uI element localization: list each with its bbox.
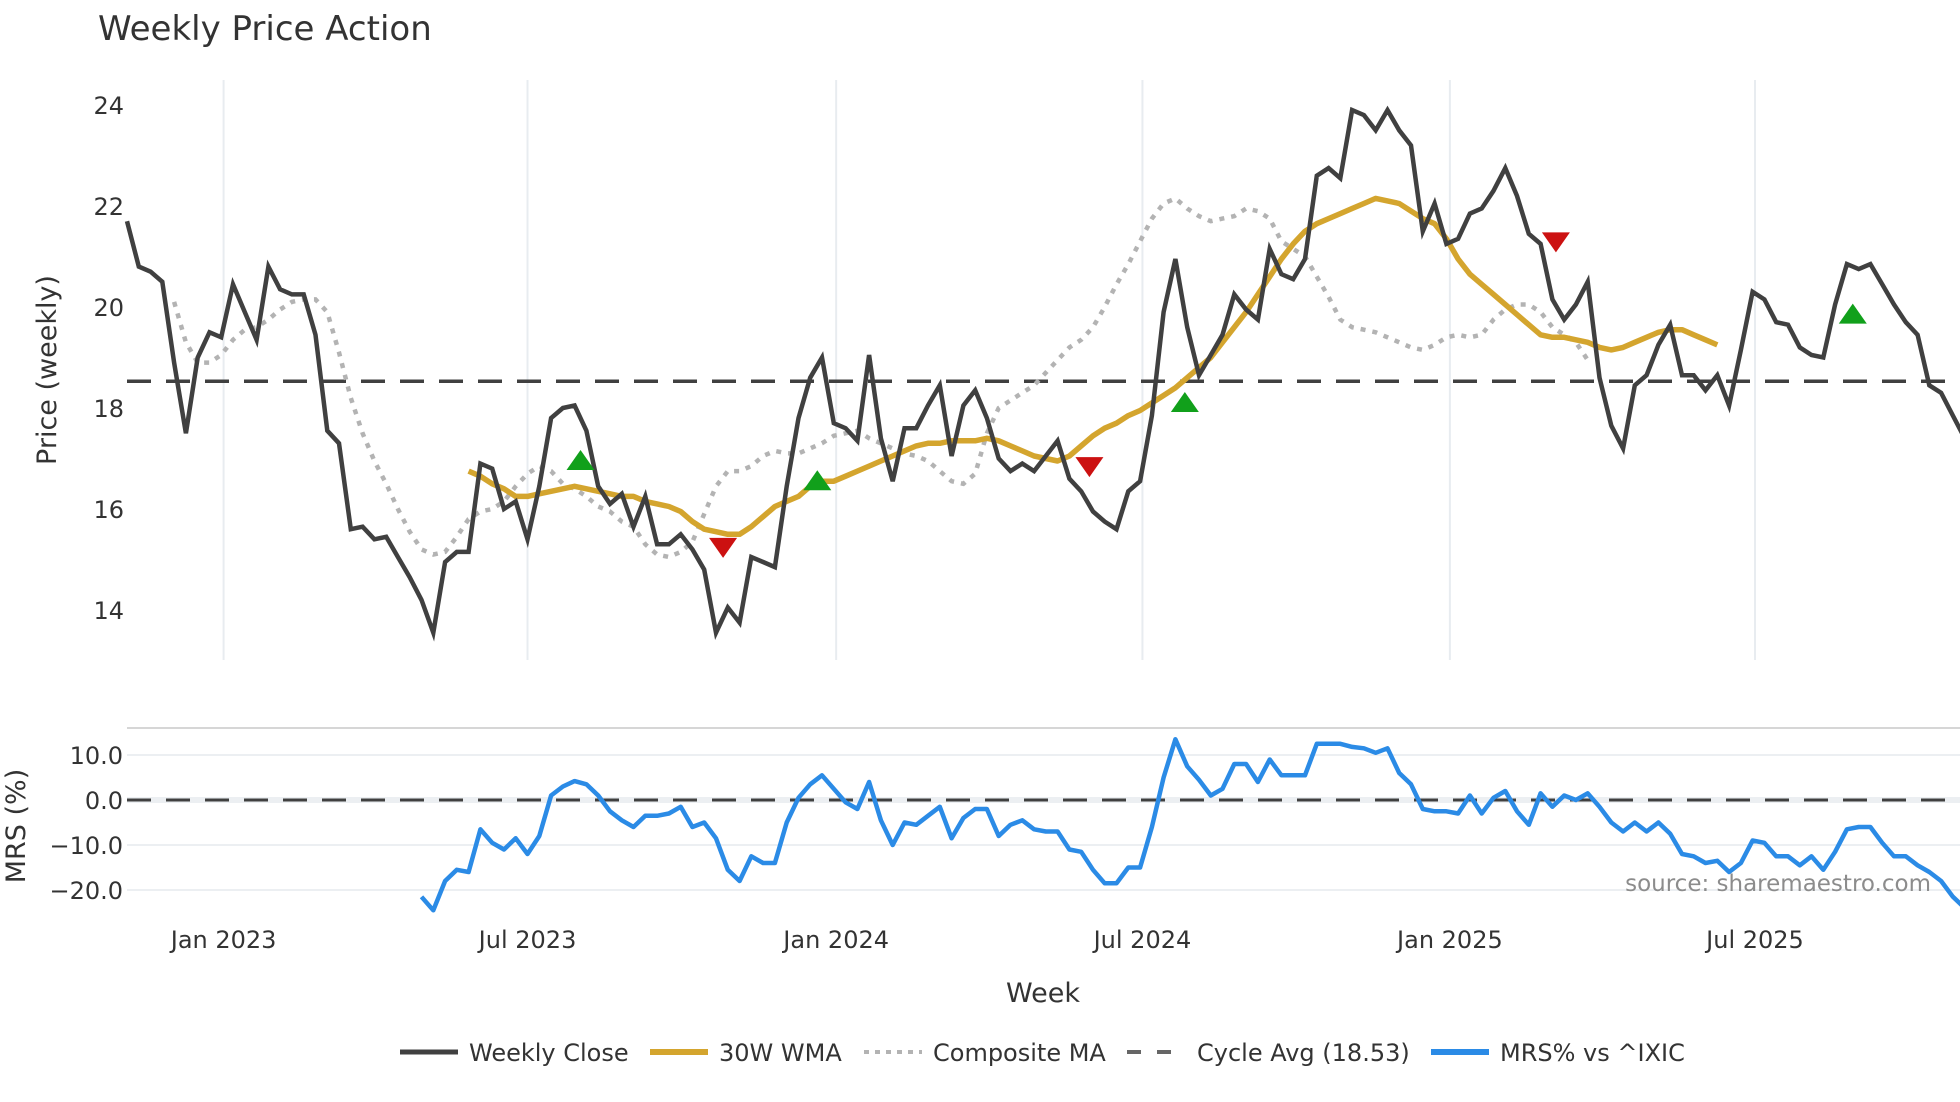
mrs-horizontal-gridlines: 10.0 0.0 −10.0 −20.0: [49, 742, 1960, 905]
x-tick-label: Jul 2024: [1092, 926, 1192, 954]
legend-item-30w-wma[interactable]: 30W WMA: [650, 1039, 842, 1067]
source-watermark: source: sharemaestro.com: [1625, 871, 1931, 897]
x-tick-label: Jul 2023: [477, 926, 577, 954]
x-tick-label: Jan 2023: [169, 926, 277, 954]
x-tick-label: Jan 2024: [781, 926, 889, 954]
buy-signal-icon: [1838, 303, 1867, 324]
wma-30w-line: [467, 195, 1719, 538]
legend: Weekly Close 30W WMA Composite MA Cycle …: [400, 1039, 1685, 1067]
legend-label: Weekly Close: [469, 1039, 629, 1067]
legend-label: MRS% vs ^IXIC: [1500, 1039, 1685, 1067]
x-tick-label: Jul 2025: [1704, 926, 1804, 954]
mrs-line: [419, 737, 1960, 913]
sell-signal-icon: [709, 537, 738, 558]
signal-markers: [566, 232, 1867, 558]
buy-signal-icon: [803, 470, 832, 491]
price-panel: 14 16 18 20 22 24 Price (weekly): [32, 80, 1960, 660]
price-y-ticks: 14 16 18 20 22 24: [93, 92, 124, 625]
x-axis-ticks: Jan 2023 Jul 2023 Jan 2024 Jul 2024 Jan 2025…: [169, 926, 1804, 954]
y-tick-label: 22: [93, 193, 124, 221]
y-tick-label: 0.0: [85, 787, 123, 815]
y-tick-label: 10.0: [70, 742, 123, 770]
legend-item-mrs[interactable]: MRS% vs ^IXIC: [1431, 1039, 1685, 1067]
buy-signal-icon: [566, 450, 595, 471]
y-tick-label: −10.0: [49, 832, 123, 860]
legend-label: 30W WMA: [719, 1039, 842, 1067]
mrs-panel: 10.0 0.0 −10.0 −20.0 MRS (%) source: sharem…: [1, 727, 1960, 913]
legend-item-composite-ma[interactable]: Composite MA: [864, 1039, 1106, 1067]
legend-label: Composite MA: [933, 1039, 1106, 1067]
y-tick-label: 14: [93, 597, 124, 625]
composite-ma-line: [171, 195, 1590, 560]
sell-signal-icon: [1541, 232, 1570, 253]
x-tick-label: Jan 2025: [1395, 926, 1503, 954]
y-tick-label: −20.0: [49, 877, 123, 905]
price-vertical-gridlines: [222, 80, 1756, 660]
mrs-y-axis-title: MRS (%): [1, 769, 32, 884]
weekly-close-line: [124, 105, 1960, 642]
legend-label: Cycle Avg (18.53): [1197, 1039, 1410, 1067]
sell-signal-icon: [1075, 457, 1104, 478]
price-y-axis-title: Price (weekly): [32, 275, 63, 465]
legend-item-cycle-avg[interactable]: Cycle Avg (18.53): [1127, 1039, 1410, 1067]
y-tick-label: 18: [93, 395, 124, 423]
legend-item-weekly-close[interactable]: Weekly Close: [400, 1039, 629, 1067]
y-tick-label: 16: [93, 496, 124, 524]
x-axis-title: Week: [1006, 978, 1080, 1009]
buy-signal-icon: [1170, 391, 1199, 412]
y-tick-label: 24: [93, 92, 124, 120]
y-tick-label: 20: [93, 294, 124, 322]
chart-title: Weekly Price Action: [98, 9, 432, 49]
